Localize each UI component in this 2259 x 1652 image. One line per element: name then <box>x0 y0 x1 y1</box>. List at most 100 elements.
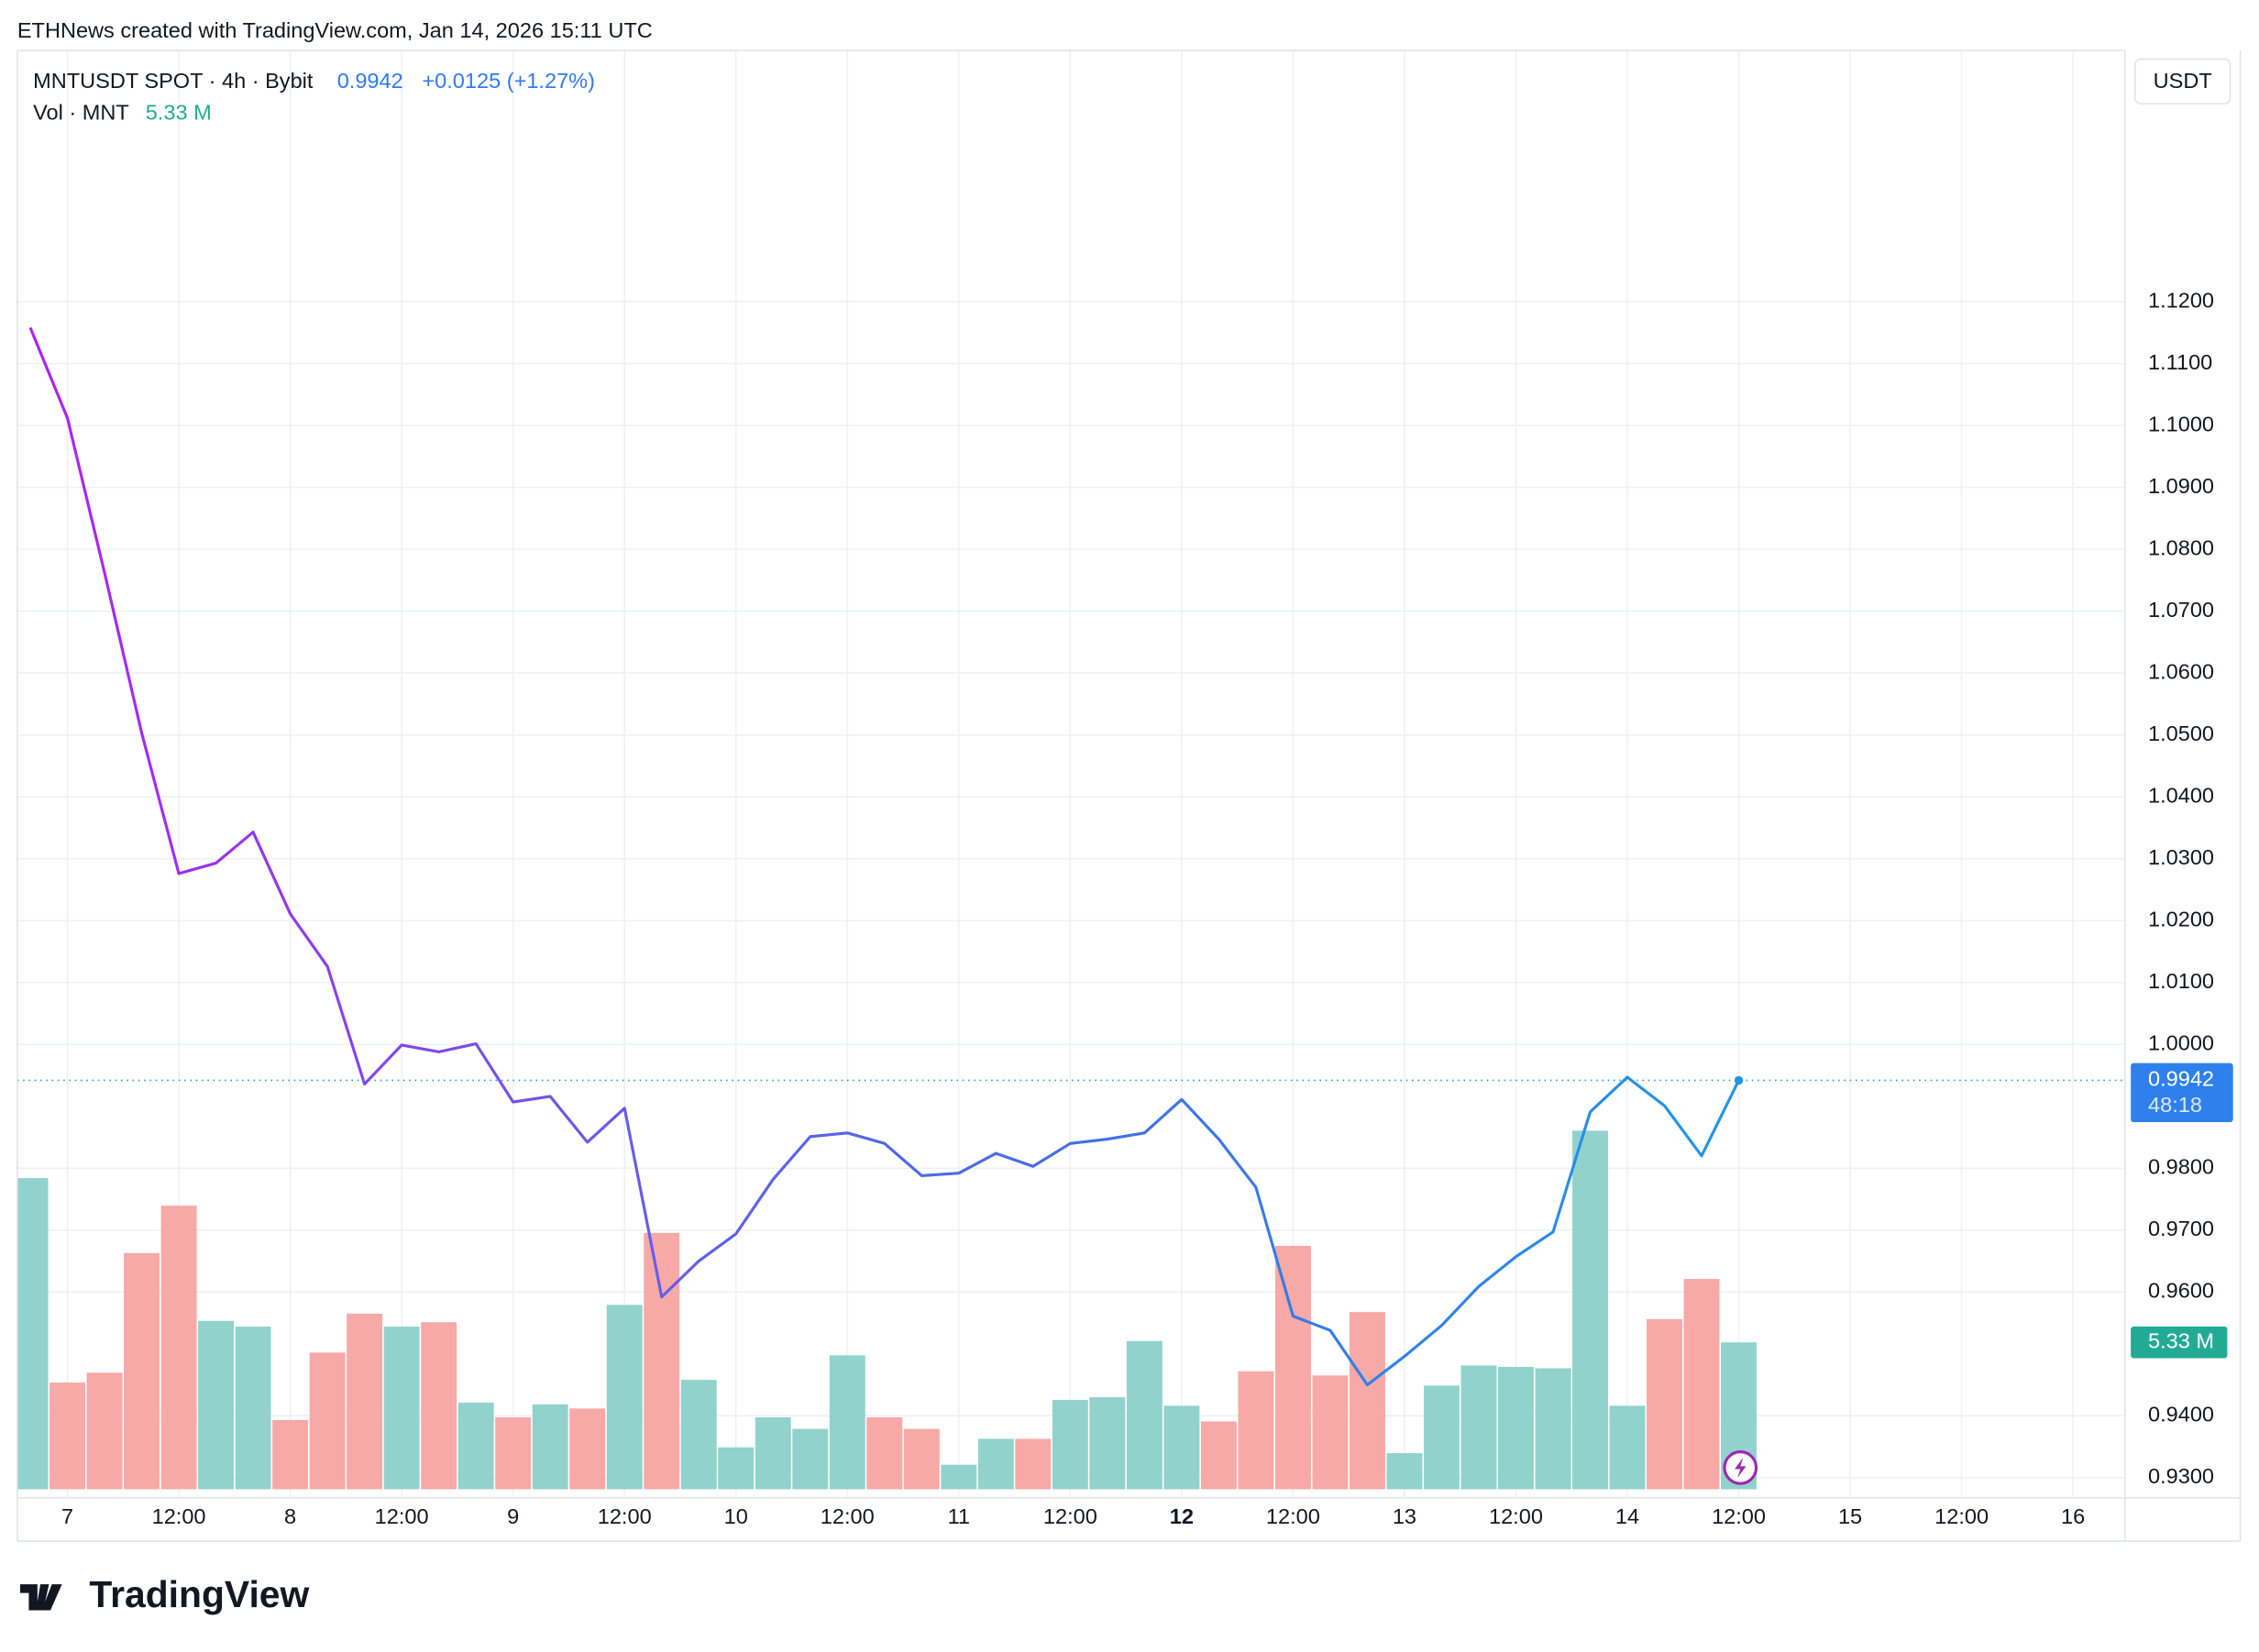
attribution: ETHNews created with TradingView.com, Ja… <box>17 18 653 42</box>
last-price: 0.9942 <box>337 69 403 93</box>
volume-bar <box>1274 1246 1311 1490</box>
price-tag-countdown: 48:18 <box>2148 1093 2202 1117</box>
y-tick-label: 1.1000 <box>2148 412 2214 435</box>
volume-bar <box>755 1417 791 1490</box>
x-tick-label: 12:00 <box>1266 1504 1320 1528</box>
volume-bar <box>532 1404 568 1490</box>
x-tick-label: 8 <box>284 1504 296 1528</box>
y-tick-label: 1.0300 <box>2148 845 2214 869</box>
volume-bar <box>1015 1438 1052 1490</box>
y-tick-label: 1.0400 <box>2148 783 2214 807</box>
volume-bar <box>1647 1318 1682 1490</box>
volume-bar <box>792 1428 829 1490</box>
y-tick-label: 1.0700 <box>2148 598 2214 622</box>
last-point <box>1734 1075 1744 1085</box>
volume-bar <box>1535 1368 1571 1490</box>
y-tick-label: 1.0500 <box>2148 721 2214 745</box>
x-tick-label: 7 <box>61 1504 73 1528</box>
volume-bar <box>903 1428 940 1490</box>
volume-bar <box>1386 1453 1423 1490</box>
volume-bar <box>606 1305 643 1490</box>
y-tick-label: 1.0200 <box>2148 907 2214 931</box>
x-tick-label: 13 <box>1393 1504 1416 1528</box>
currency-button[interactable] <box>2134 58 2231 105</box>
x-tick-label: 12:00 <box>152 1504 206 1528</box>
volume-bar <box>17 1178 49 1490</box>
volume-bar <box>1089 1397 1126 1490</box>
price-tag <box>2131 1063 2233 1122</box>
volume-bar <box>1609 1405 1646 1490</box>
volume-bar <box>457 1403 494 1490</box>
volume-bar <box>421 1322 457 1490</box>
y-tick-label: 1.1100 <box>2148 350 2212 374</box>
lightning-icon[interactable] <box>1723 1450 1758 1485</box>
y-tick-label: 0.9400 <box>2148 1403 2214 1426</box>
volume-bar <box>1572 1130 1608 1490</box>
volume-bar <box>198 1320 235 1490</box>
volume-bar <box>680 1380 717 1490</box>
x-tick-label: 9 <box>507 1504 519 1528</box>
x-tick-label: 12:00 <box>1043 1504 1097 1528</box>
volume-bar <box>718 1447 755 1490</box>
x-tick-label: 12:00 <box>1934 1504 1989 1528</box>
volume-value: 5.33 M <box>146 100 212 124</box>
y-tick-label: 1.0100 <box>2148 969 2214 993</box>
x-tick-label: 11 <box>948 1504 970 1528</box>
x-tick-label: 15 <box>1838 1504 1862 1528</box>
volume-bar <box>347 1313 383 1490</box>
y-tick-label: 1.0800 <box>2148 535 2214 559</box>
volume-bar <box>1460 1365 1497 1490</box>
volume-bar <box>86 1372 123 1490</box>
volume-bar <box>569 1408 606 1490</box>
x-tick-label: 12:00 <box>598 1504 652 1528</box>
volume-bar <box>866 1417 903 1490</box>
volume-bar <box>977 1438 1014 1490</box>
volume-bar <box>495 1417 532 1490</box>
volume-bar <box>1423 1385 1460 1490</box>
volume-bar <box>160 1206 197 1490</box>
volume-tag-value: 5.33 M <box>2148 1328 2214 1352</box>
x-tick-label: 10 <box>724 1504 748 1528</box>
volume-bar <box>1312 1375 1349 1490</box>
y-tick-label: 0.9800 <box>2148 1155 2214 1179</box>
volume-bar <box>309 1352 346 1490</box>
y-tick-label: 0.9600 <box>2148 1279 2214 1303</box>
price-tag-value: 0.9942 <box>2148 1067 2214 1091</box>
logo-mark <box>20 1584 62 1611</box>
volume-bar <box>383 1327 420 1490</box>
volume-title: Vol · MNT <box>33 100 129 124</box>
symbol: MNTUSDT SPOT · 4h · Bybit <box>33 69 314 93</box>
volume-bar <box>1238 1371 1274 1490</box>
volume-bar <box>941 1464 977 1490</box>
volume-tag <box>2131 1326 2228 1359</box>
volume-bar <box>1200 1421 1237 1490</box>
x-tick-label: 12:00 <box>1489 1504 1543 1528</box>
icon-bolt[interactable] <box>1735 1457 1747 1478</box>
volume-bar <box>1349 1312 1385 1490</box>
x-tick-label: 12 <box>1170 1504 1194 1528</box>
volume-bar <box>1126 1340 1163 1490</box>
logo: TradingView <box>20 1573 310 1615</box>
y-tick-label: 1.0900 <box>2148 474 2214 498</box>
currency[interactable]: USDT <box>2154 69 2212 93</box>
price-change: +0.0125 (+1.27%) <box>422 69 595 93</box>
grid: 0.9300 0.9400 0.9600 0.9700 0.9800 1.0000 1.01… <box>17 50 2214 1528</box>
x-tick-label: 12:00 <box>375 1504 429 1528</box>
volume-bar <box>1052 1400 1088 1490</box>
y-tick-label: 1.0600 <box>2148 659 2214 683</box>
x-tick-label: 16 <box>2061 1504 2085 1528</box>
x-tick-label: 14 <box>1615 1504 1639 1528</box>
volume-bars <box>17 1130 1758 1490</box>
logo-text: TradingView <box>89 1573 309 1615</box>
y-tick-label: 0.9700 <box>2148 1217 2214 1240</box>
y-tick-label: 0.9300 <box>2148 1464 2214 1488</box>
volume-bar <box>1498 1366 1534 1490</box>
x-tick-label: 12:00 <box>821 1504 875 1528</box>
volume-bar <box>235 1327 271 1490</box>
volume-bar <box>829 1355 865 1490</box>
price-line <box>28 326 1740 1387</box>
volume-bar <box>50 1382 86 1490</box>
